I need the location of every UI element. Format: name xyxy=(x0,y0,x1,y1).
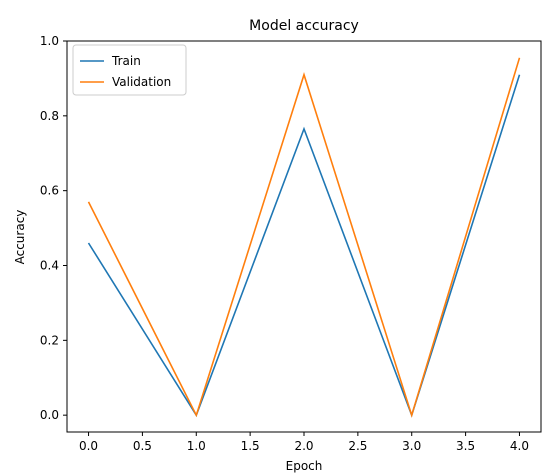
series-line-validation xyxy=(87,57,521,418)
y-tick-label: 0.8 xyxy=(40,109,59,123)
legend-label-train: Train xyxy=(111,54,141,68)
plot-area xyxy=(66,40,542,433)
y-tick-label: 0.6 xyxy=(40,184,59,198)
y-tick-label: 0.0 xyxy=(40,408,59,422)
y-axis: 0.0 0.2 0.4 0.6 0.8 1.0 xyxy=(40,34,67,422)
y-tick-label: 0.2 xyxy=(40,333,59,347)
series-line-train xyxy=(87,74,521,418)
chart-title: Model accuracy xyxy=(249,18,359,34)
y-tick-label: 0.4 xyxy=(40,258,59,272)
x-tick-label: 4.0 xyxy=(510,439,529,453)
x-tick-label: 1.5 xyxy=(241,439,260,453)
x-tick-label: 2.5 xyxy=(348,439,367,453)
x-axis-title: Epoch xyxy=(286,459,323,473)
y-axis-title: Accuracy xyxy=(13,210,27,265)
x-tick-label: 0.5 xyxy=(133,439,152,453)
x-tick-label: 2.0 xyxy=(294,439,313,453)
x-tick-label: 3.0 xyxy=(402,439,421,453)
y-tick-label: 1.0 xyxy=(40,34,59,48)
axes-frame xyxy=(66,40,542,433)
legend-label-validation: Validation xyxy=(112,75,171,89)
x-axis: 0.0 0.5 1.0 1.5 2.0 2.5 3.0 3.5 4.0 xyxy=(79,432,529,453)
x-tick-label: 0.0 xyxy=(79,439,98,453)
x-tick-label: 3.5 xyxy=(456,439,475,453)
legend: Train Validation xyxy=(72,44,187,96)
x-tick-label: 1.0 xyxy=(187,439,206,453)
